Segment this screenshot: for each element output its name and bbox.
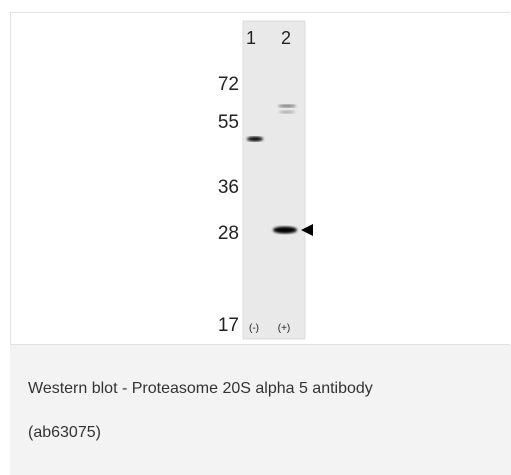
band xyxy=(247,137,263,142)
caption-line: (ab63075) xyxy=(28,424,101,442)
image-frame: 1 2 72 55 36 28 17 (-) (+) xyxy=(10,12,510,345)
marker-label: 17 xyxy=(218,315,239,336)
band xyxy=(273,227,297,234)
band xyxy=(279,111,295,114)
lane-label: 1 xyxy=(246,28,256,48)
marker-label: 28 xyxy=(218,223,239,244)
band xyxy=(278,105,296,108)
caption: Western blot - Proteasome 20S alpha 5 an… xyxy=(10,345,511,475)
western-blot: 1 2 72 55 36 28 17 (-) (+) xyxy=(11,13,511,346)
membrane xyxy=(243,21,305,339)
page: 1 2 72 55 36 28 17 (-) (+) Western blot … xyxy=(0,0,511,475)
lane-condition: (-) xyxy=(249,323,259,334)
marker-label: 55 xyxy=(218,112,239,133)
marker-label: 36 xyxy=(218,177,239,198)
marker-label: 72 xyxy=(218,74,239,95)
lane-label: 2 xyxy=(281,28,291,48)
caption-line: Western blot - Proteasome 20S alpha 5 an… xyxy=(28,380,373,398)
lane-condition: (+) xyxy=(278,323,291,334)
